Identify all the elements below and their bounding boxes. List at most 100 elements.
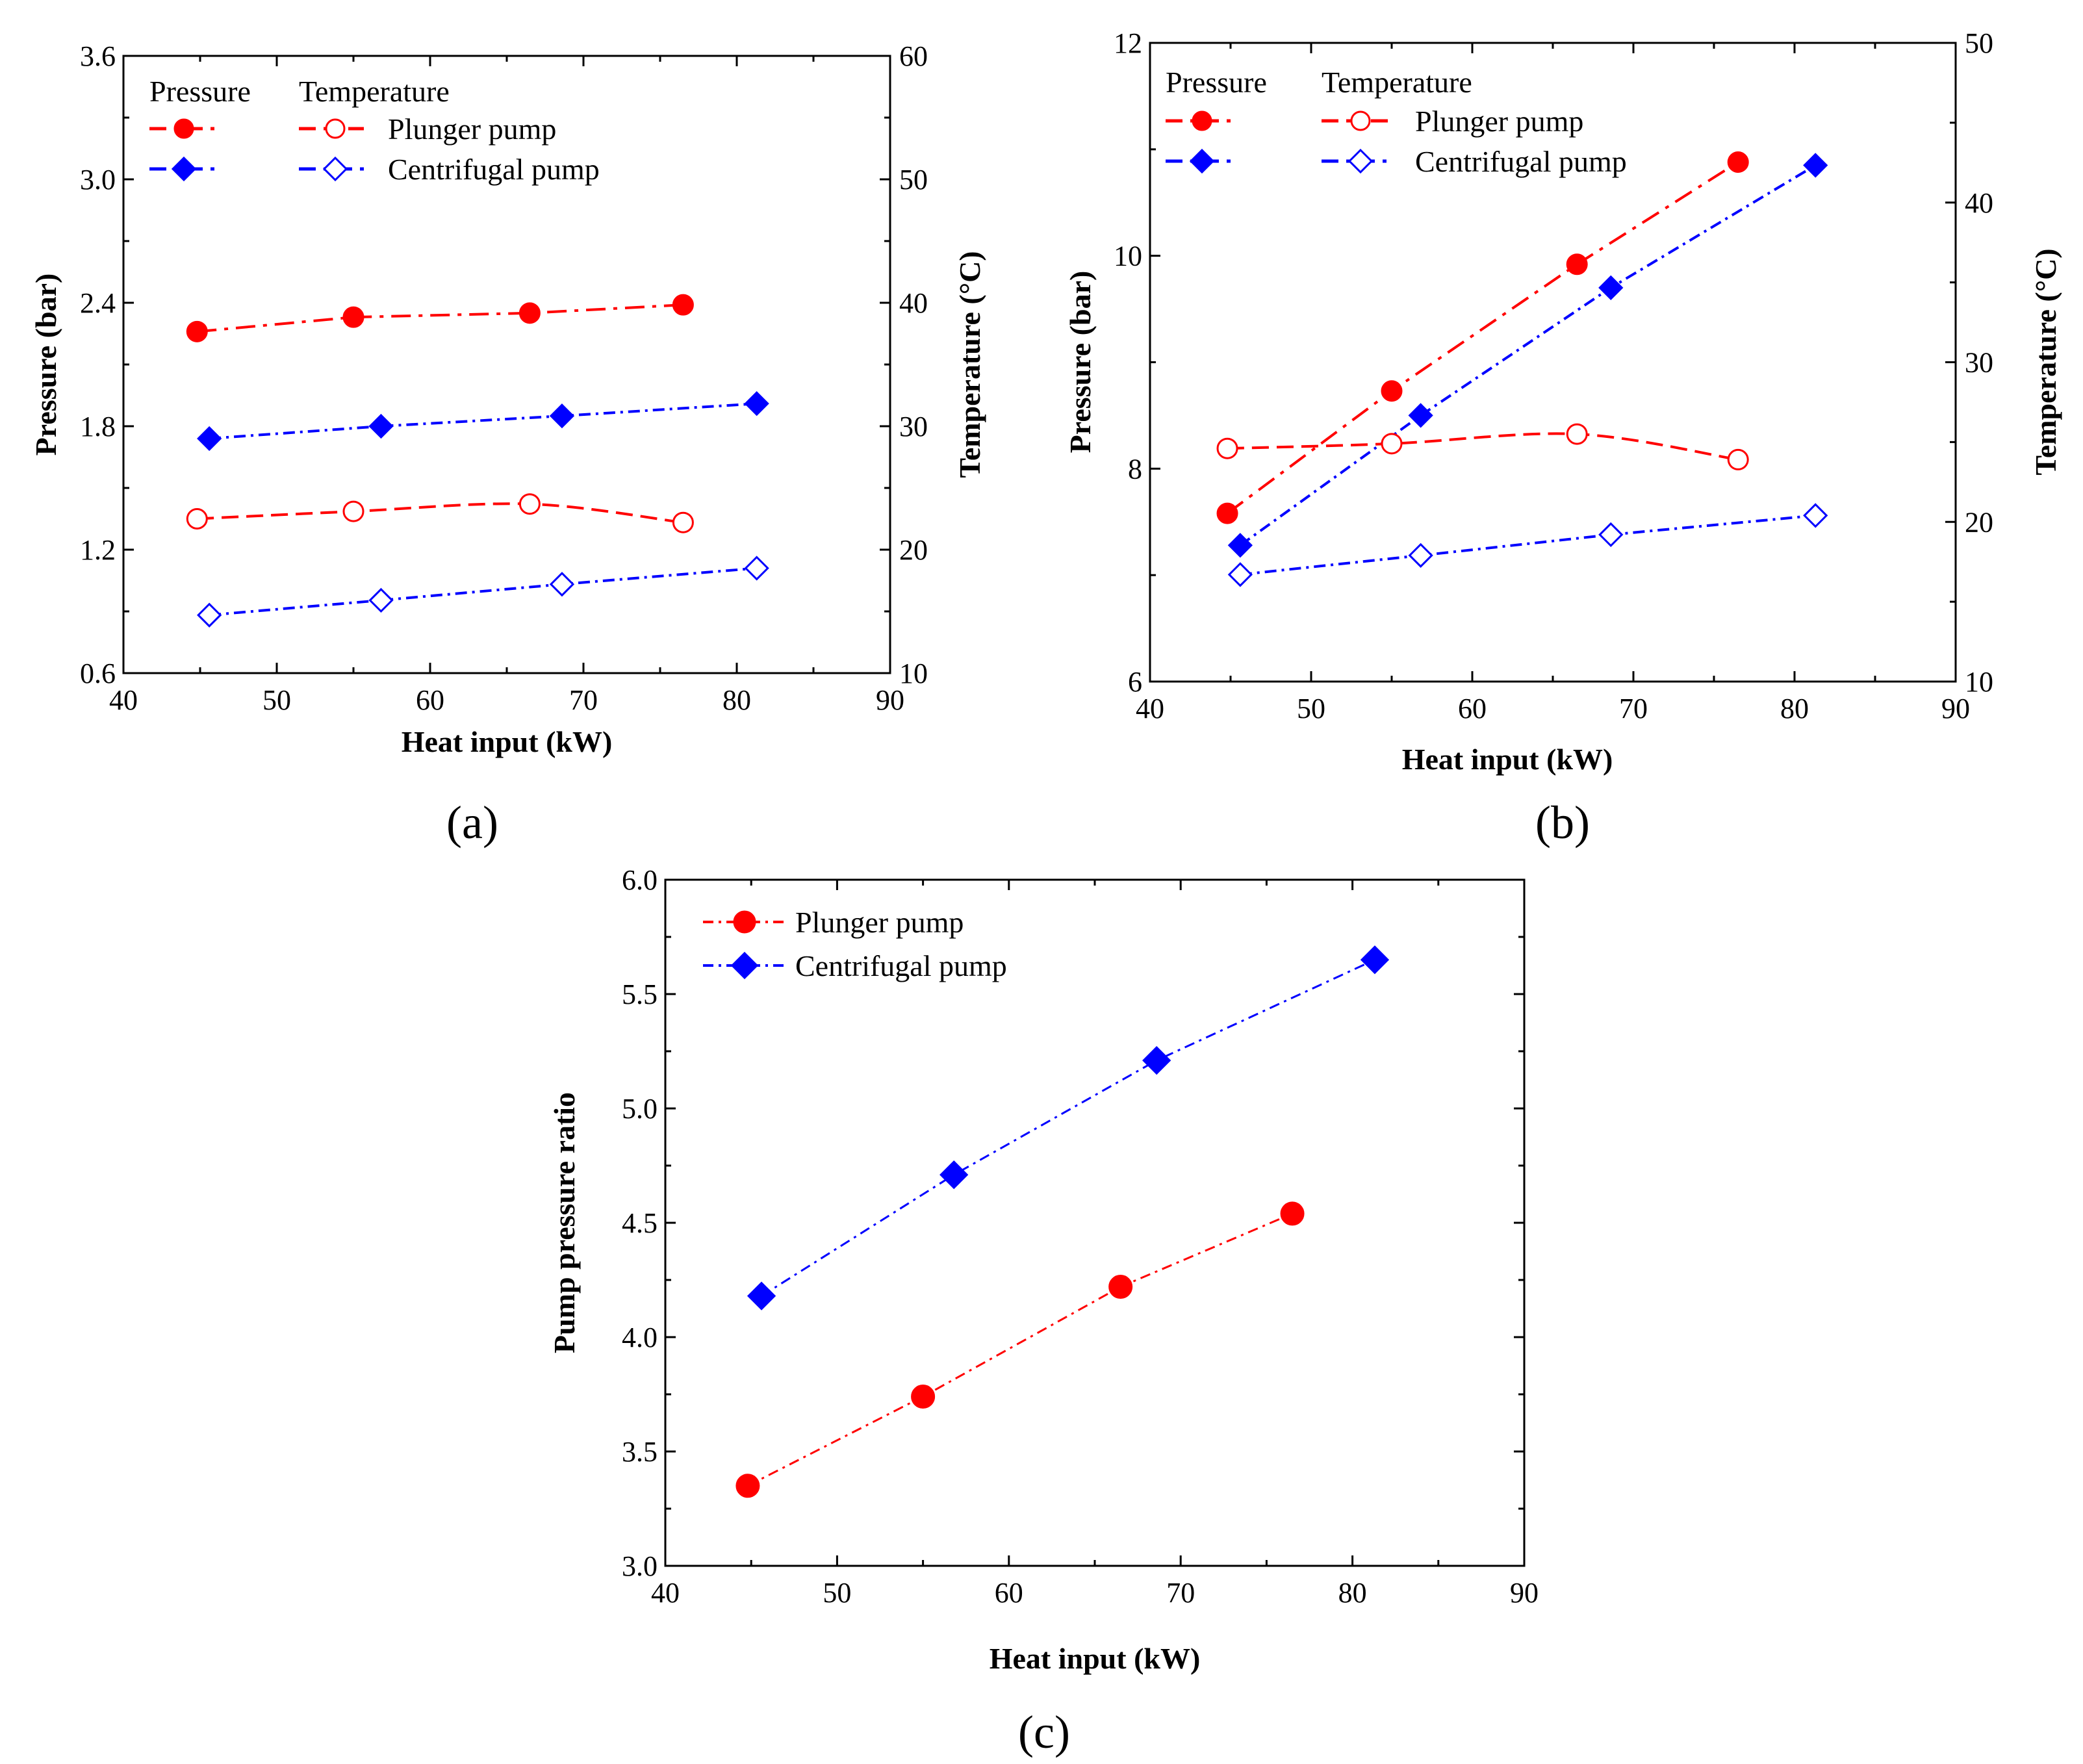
x-tick-label: 90 (1941, 693, 1970, 724)
y2-tick-label: 50 (1965, 27, 1993, 59)
panel-a-legend-plunger-temperature-marker (325, 118, 346, 139)
y-tick-label: 2.4 (80, 287, 116, 319)
data-point-plunger (1566, 253, 1588, 275)
x-tick-label: 60 (416, 684, 444, 716)
y2-tick-label: 30 (899, 411, 928, 442)
data-point-plunger (1381, 380, 1403, 402)
panel-c: 40 50 60 70 80 90 3.0 3.5 4.0 4.5 5.0 5.5 6.0 Heat … (548, 864, 1539, 1758)
data-point-plunger (672, 511, 694, 533)
data-point-centrifugal (744, 391, 769, 416)
panel-a-legend-plunger-label: Plunger pump (388, 112, 556, 146)
data-point-centrifugal (549, 572, 575, 597)
data-point-centrifugal (549, 403, 575, 429)
panel-c-legend-centrifugal-label: Centrifugal pump (795, 949, 1007, 982)
data-point-centrifugal (1142, 1045, 1171, 1075)
series-line-plunger-pressure (197, 303, 684, 333)
panel-b-legend-temperature-header: Temperature (1322, 66, 1472, 99)
panel-a-plot-frame (122, 55, 891, 674)
y-tick-label: 1.8 (80, 411, 116, 442)
panel-b-x-axis-label: Heat input (kW) (1402, 743, 1613, 776)
series-line-centrifugal-pressure (209, 402, 757, 440)
x-tick-label: 40 (1136, 693, 1164, 724)
y-tick-label: 4.5 (622, 1207, 658, 1239)
panel-b-x-ticks: 40 50 60 70 80 90 (1136, 43, 1970, 724)
x-tick-label: 60 (1458, 693, 1487, 724)
data-point-plunger (342, 306, 364, 328)
x-tick-label: 80 (1780, 693, 1809, 724)
data-point-centrifugal (1598, 275, 1624, 300)
panel-b-series (1216, 151, 1828, 587)
panel-a-x-ticks: 40 50 60 70 80 90 (109, 56, 904, 716)
data-point-plunger (1216, 502, 1238, 524)
y-tick-label: 3.5 (622, 1436, 658, 1468)
data-point-centrifugal (1408, 543, 1433, 568)
data-point-centrifugal (368, 413, 394, 439)
data-point-centrifugal (1227, 533, 1253, 558)
panel-c-letter: (c) (1018, 1706, 1070, 1758)
y-tick-label: 3.0 (80, 164, 116, 196)
panel-b-y-axis-label: Pressure (bar) (1064, 271, 1097, 454)
y-tick-label: 6 (1128, 666, 1142, 698)
panel-c-plot-frame (664, 878, 1526, 1567)
panel-b-legend: Pressure Temperature Plunger pump Centri… (1166, 66, 1627, 178)
data-point-plunger (1280, 1201, 1305, 1226)
data-point-plunger (672, 294, 694, 316)
y2-tick-label: 50 (899, 164, 928, 196)
data-point-plunger (518, 302, 541, 324)
x-tick-label: 50 (1297, 693, 1325, 724)
data-point-plunger (518, 493, 541, 515)
series-line-centrifugal-temperature (1240, 514, 1816, 576)
panel-a-x-axis-label: Heat input (kW) (402, 725, 613, 758)
panel-a-letter: (a) (446, 797, 498, 849)
panel-c-legend-centrifugal-marker (730, 951, 759, 980)
y2-tick-label: 40 (899, 287, 928, 319)
data-point-plunger (342, 500, 364, 522)
y2-tick-label: 10 (899, 658, 928, 689)
panel-b-letter: (b) (1535, 797, 1590, 849)
y-tick-label: 1.2 (80, 534, 116, 566)
y-tick-label: 12 (1114, 27, 1142, 59)
panel-a-legend-centrifugal-label: Centrifugal pump (388, 153, 600, 186)
panel-b-legend-pressure-header: Pressure (1166, 66, 1267, 99)
data-point-plunger (1727, 448, 1749, 470)
panel-b-legend-plunger-pressure-marker (1192, 110, 1212, 131)
data-point-plunger (911, 1385, 936, 1409)
y-tick-label: 0.6 (80, 658, 116, 689)
y-tick-label: 4.0 (622, 1322, 658, 1353)
y2-tick-label: 30 (1965, 347, 1993, 379)
y2-tick-label: 40 (1965, 187, 1993, 219)
data-point-centrifugal (747, 1281, 776, 1310)
panel-a-legend-temperature-header: Temperature (299, 75, 450, 108)
panel-b-legend-plunger-temperature-marker (1350, 110, 1371, 131)
x-tick-label: 90 (876, 684, 904, 716)
y2-tick-label: 20 (1965, 506, 1993, 538)
panel-b: 40 50 60 70 80 90 6 8 10 12 10 20 30 40 50 Heat inpu… (1064, 27, 2062, 849)
data-point-plunger (735, 1474, 760, 1498)
data-point-centrifugal (368, 587, 394, 613)
panel-a-legend: Pressure Temperature Plunger pump Centri… (149, 75, 600, 186)
panel-c-legend-plunger-label: Plunger pump (795, 906, 964, 939)
x-tick-label: 50 (262, 684, 291, 716)
y-tick-label: 10 (1114, 240, 1142, 272)
panel-c-legend: Plunger pump Centrifugal pump (703, 906, 1007, 982)
x-tick-label: 80 (722, 684, 751, 716)
x-tick-label: 80 (1338, 1577, 1367, 1609)
y2-tick-label: 10 (1965, 666, 1993, 698)
series-line-plunger-temperature (197, 502, 684, 524)
data-point-centrifugal (1803, 153, 1828, 178)
panel-b-y-ticks: 6 8 10 12 (1114, 27, 1160, 698)
panel-b-plot-frame (1149, 42, 1957, 683)
y2-tick-label: 60 (899, 40, 928, 72)
x-tick-label: 40 (109, 684, 138, 716)
panel-a-legend-centrifugal-pressure-marker (171, 156, 197, 182)
x-tick-label: 60 (995, 1577, 1023, 1609)
panel-c-legend-plunger-marker (733, 910, 756, 934)
x-tick-label: 90 (1510, 1577, 1539, 1609)
panel-c-y-axis-label: Pump pressure ratio (548, 1092, 581, 1353)
y-tick-label: 5.0 (622, 1093, 658, 1125)
data-point-centrifugal (744, 556, 769, 581)
data-point-plunger (1381, 433, 1403, 455)
panel-a-legend-plunger-pressure-marker (173, 118, 194, 139)
panel-a: 40 50 60 70 80 90 0.61.21.82.43.03.6 10203040… (29, 40, 986, 849)
panel-b-legend-centrifugal-pressure-marker (1189, 148, 1215, 174)
